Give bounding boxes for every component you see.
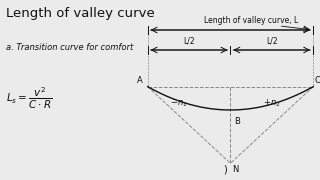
- Text: a. Transition curve for comfort: a. Transition curve for comfort: [6, 43, 133, 52]
- Text: $-n_1$: $-n_1$: [170, 98, 188, 109]
- Text: L/2: L/2: [266, 37, 277, 46]
- Text: A: A: [137, 76, 142, 85]
- Text: ): ): [223, 164, 227, 174]
- Text: L/2: L/2: [183, 37, 195, 46]
- Text: C: C: [315, 76, 320, 85]
- Text: Length of valley curve: Length of valley curve: [6, 7, 155, 20]
- Text: $+n_2$: $+n_2$: [263, 98, 281, 109]
- Text: $L_s = \dfrac{v^2}{C \cdot R}$: $L_s = \dfrac{v^2}{C \cdot R}$: [6, 86, 52, 111]
- Text: N: N: [232, 165, 238, 174]
- Text: B: B: [234, 117, 240, 126]
- Text: Length of valley curve, L: Length of valley curve, L: [204, 16, 298, 25]
